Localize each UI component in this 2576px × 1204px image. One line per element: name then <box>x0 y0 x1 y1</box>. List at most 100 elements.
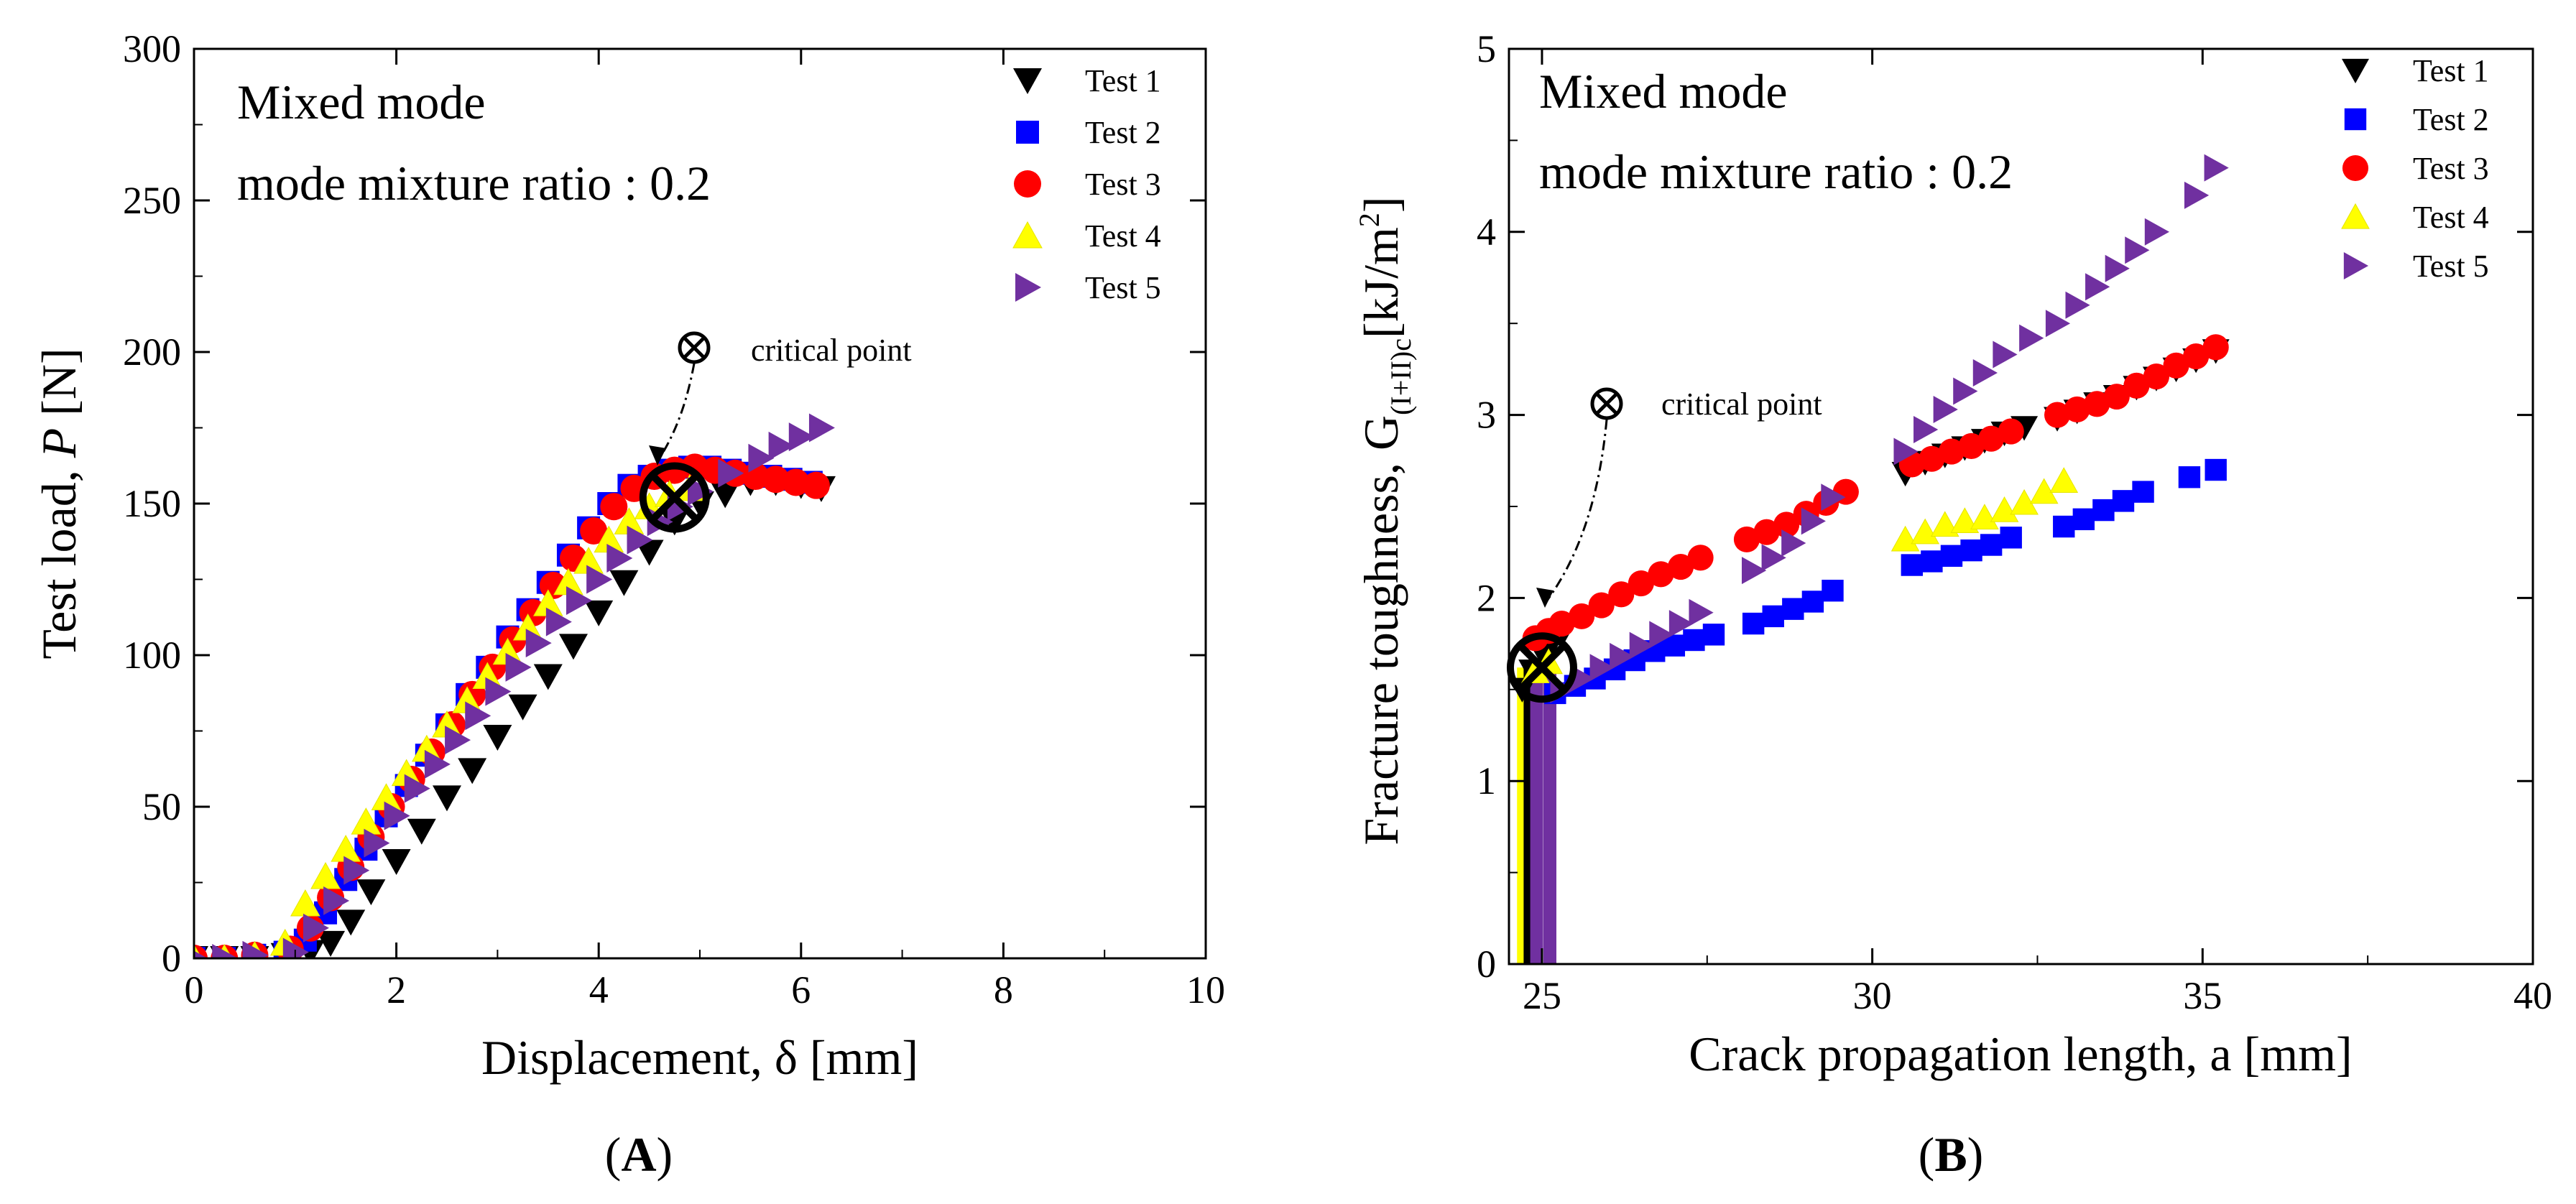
b-legend-marker <box>2343 252 2369 279</box>
a-data-point <box>580 517 608 545</box>
b-legend-label: Test 5 <box>2413 249 2489 284</box>
a-y-tick-label: 250 <box>123 179 181 222</box>
b-data-point <box>1998 418 2024 445</box>
b-data-point <box>1629 631 1654 659</box>
panel-b-y-label-sup: 2 <box>1353 213 1385 227</box>
b-critical-marker-ring <box>1506 632 1577 703</box>
b-legend-marker <box>2341 203 2370 229</box>
a-data-point <box>508 694 537 721</box>
b-data-point <box>1569 603 1595 629</box>
b-data-point <box>2065 291 2090 319</box>
b-data-point <box>1978 425 2005 452</box>
b-data-point <box>1970 504 1999 529</box>
b-series-test-5 <box>1550 154 2229 703</box>
b-critical-legend-icon-ring <box>1590 387 1623 420</box>
b-critical-legend-icon-cross-b <box>1594 392 1619 416</box>
b-y-tick-label: 3 <box>1477 394 1496 437</box>
a-critical-legend-icon-ring <box>678 331 711 364</box>
b-data-point <box>2072 508 2095 531</box>
a-data-point <box>323 886 350 915</box>
panel-a-data-marks <box>194 413 836 958</box>
b-data-point <box>1891 525 1920 552</box>
a-data-point <box>762 466 790 494</box>
panel-b-y-label-unit: [kJ/m <box>1354 227 1408 338</box>
b-data-point <box>2092 499 2115 522</box>
b-data-point <box>1588 592 1615 619</box>
b-x-tick-label: 25 <box>1523 974 1561 1017</box>
panel-a-label: (A) <box>605 1127 673 1182</box>
panel-b-data-marks <box>1509 154 2230 964</box>
panel-a-legend: Test 1 Test 2 Test 3 Test 4 Test 5 <box>1012 63 1161 305</box>
a-data-point <box>533 664 563 690</box>
a-data-point <box>343 856 370 885</box>
b-data-point <box>1762 605 1784 628</box>
a-data-point <box>586 565 613 594</box>
a-legend-label: Test 5 <box>1085 270 1161 305</box>
a-x-tick-label: 8 <box>994 968 1013 1011</box>
b-y-tick-label: 2 <box>1477 576 1496 619</box>
b-critical-arrowhead <box>1536 588 1554 608</box>
a-data-point <box>660 509 689 536</box>
b-data-point <box>1822 580 1844 602</box>
a-legend-marker <box>1013 68 1042 94</box>
b-data-point <box>1990 496 2019 522</box>
a-y-tick-label: 0 <box>162 937 181 980</box>
a-y-tick-label: 200 <box>123 330 181 374</box>
b-legend-label: Test 1 <box>2413 53 2489 88</box>
panel-a-critical-label: critical point <box>751 333 912 368</box>
a-critical-marker-ring <box>639 462 710 533</box>
a-data-point <box>194 950 208 958</box>
a-series-test-2 <box>194 455 823 958</box>
b-y-tick-label: 1 <box>1477 759 1496 802</box>
b-data-point <box>1733 526 1760 552</box>
a-data-point <box>505 652 532 682</box>
b-data-point <box>2053 515 2075 538</box>
b-data-point <box>2204 154 2229 182</box>
a-y-tick-label: 150 <box>123 482 181 525</box>
a-data-point <box>584 600 614 626</box>
a-legend-label: Test 2 <box>1085 115 1161 150</box>
panel-b-legend: Test 1 Test 2 Test 3 Test 4 Test 5 <box>2341 53 2489 284</box>
b-data-point <box>1940 545 1963 567</box>
a-data-point <box>382 848 411 875</box>
b-data-point <box>2132 481 2154 503</box>
b-legend-marker <box>2342 154 2369 182</box>
b-initiation-bar-test-5 <box>1530 667 1543 964</box>
a-legend-label: Test 1 <box>1085 63 1161 98</box>
b-data-point <box>1958 432 1985 459</box>
panel-b-annotation-line-1: Mixed mode <box>1539 64 1788 119</box>
a-data-point <box>627 525 653 555</box>
panel-a-critical-point: critical point <box>639 331 912 533</box>
b-data-point <box>2183 343 2210 370</box>
b-data-point <box>1689 598 1714 626</box>
panel-b-x-axis-label: Crack propagation length, a [mm] <box>1689 1027 2352 1081</box>
b-data-point <box>1801 507 1826 535</box>
b-legend-label: Test 3 <box>2413 151 2489 186</box>
b-data-point <box>2205 458 2227 481</box>
a-data-point <box>782 468 810 496</box>
b-critical-leader <box>1543 419 1608 604</box>
b-data-point <box>1628 570 1654 597</box>
a-data-point <box>384 801 410 830</box>
b-data-point <box>1972 358 1998 386</box>
b-data-point <box>1911 518 1940 545</box>
b-data-point <box>1913 415 1939 443</box>
b-data-point <box>2163 352 2189 379</box>
b-data-point <box>2112 490 2135 512</box>
b-data-point <box>2085 273 2110 301</box>
a-data-point <box>711 482 740 509</box>
b-data-point <box>1687 545 1714 571</box>
b-data-point <box>1667 554 1694 580</box>
b-y-tick-label: 0 <box>1477 943 1496 986</box>
a-data-point <box>336 909 366 936</box>
a-critical-arrowhead <box>649 445 666 466</box>
a-data-point <box>718 458 744 488</box>
b-data-point <box>1753 519 1780 545</box>
b-data-point <box>1950 507 1980 534</box>
a-critical-marker <box>639 462 710 533</box>
a-data-point <box>485 677 512 706</box>
a-critical-legend-icon <box>678 331 711 364</box>
a-data-point <box>808 413 835 443</box>
panel-b-ticks: 25 30 35 40 0 1 2 3 4 5 <box>1477 27 2552 1017</box>
